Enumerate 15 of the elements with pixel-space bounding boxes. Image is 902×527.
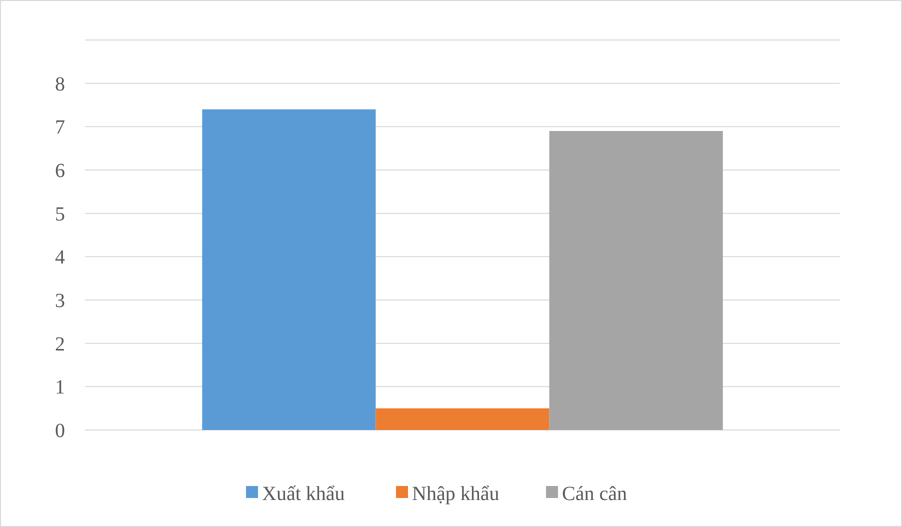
y-tick-label: 2: [55, 333, 65, 356]
y-tick-label: 1: [55, 376, 65, 399]
y-tick-label: 7: [55, 116, 65, 139]
bar: [549, 131, 723, 430]
legend-label: Cán cân: [562, 483, 627, 505]
legend-label: Xuất khẩu: [262, 483, 345, 505]
y-tick-label: 6: [55, 160, 65, 182]
legend-label: Nhập khẩu: [412, 483, 500, 505]
bar: [202, 109, 376, 430]
y-tick-label: 0: [55, 420, 65, 442]
y-tick-label: 3: [55, 290, 65, 312]
y-tick-label: 8: [55, 73, 65, 96]
y-tick-label: 4: [55, 246, 65, 269]
y-tick-label: 5: [55, 203, 65, 226]
bar: [376, 408, 550, 430]
